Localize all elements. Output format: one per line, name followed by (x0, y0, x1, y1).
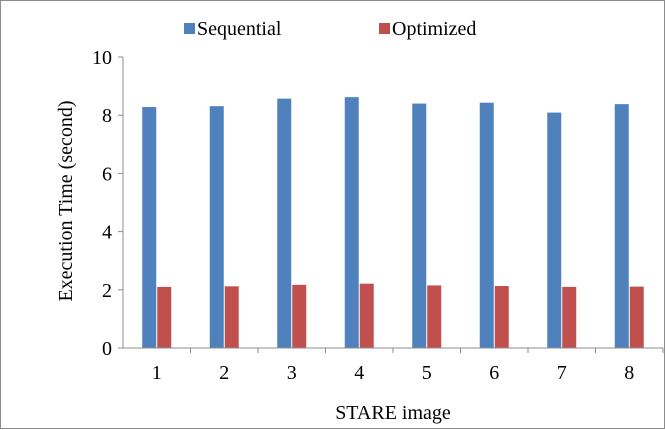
x-tick-label: 5 (422, 362, 432, 384)
x-tick-label: 8 (624, 362, 634, 384)
bar-sequential-3 (277, 98, 292, 348)
y-tick-label: 8 (102, 105, 112, 127)
legend: Sequential Optimized (184, 18, 476, 40)
y-tick-label: 10 (92, 47, 112, 69)
y-tick-label: 4 (102, 222, 112, 244)
bar-optimized-7 (562, 286, 577, 348)
x-tick-label: 3 (287, 362, 297, 384)
bar-sequential-6 (479, 102, 494, 348)
bar-optimized-8 (629, 286, 644, 348)
x-axis-ticks: 1 2 3 4 5 6 7 8 (152, 348, 664, 384)
bars (142, 97, 644, 349)
bar-sequential-4 (344, 97, 359, 349)
legend-swatch-optimized (379, 23, 390, 34)
x-tick-label: 2 (219, 362, 229, 384)
bar-optimized-6 (494, 286, 509, 348)
bar-optimized-3 (292, 284, 307, 348)
bar-sequential-1 (142, 107, 157, 348)
y-tick-label: 2 (102, 280, 112, 302)
legend-label-optimized: Optimized (392, 18, 476, 40)
x-tick-label: 6 (489, 362, 499, 384)
y-axis-label: Execution Time (second) (55, 100, 77, 301)
x-tick-label: 7 (557, 362, 567, 384)
bar-optimized-5 (427, 285, 442, 348)
legend-swatch-sequential (184, 23, 195, 34)
y-tick-label: 0 (102, 338, 112, 360)
x-axis-label: STARE image (335, 402, 451, 424)
bar-sequential-2 (209, 106, 224, 348)
x-tick-label: 4 (354, 362, 364, 384)
bar-optimized-1 (157, 286, 172, 348)
bar-sequential-8 (614, 104, 629, 348)
x-tick-label: 1 (152, 362, 162, 384)
y-tick-label: 6 (102, 163, 112, 185)
legend-label-sequential: Sequential (197, 18, 282, 40)
bar-optimized-2 (224, 286, 239, 348)
bar-optimized-4 (359, 283, 374, 348)
y-axis-ticks: 0 2 4 6 8 10 (92, 47, 123, 360)
bar-sequential-7 (547, 112, 562, 349)
bar-sequential-5 (412, 103, 427, 348)
